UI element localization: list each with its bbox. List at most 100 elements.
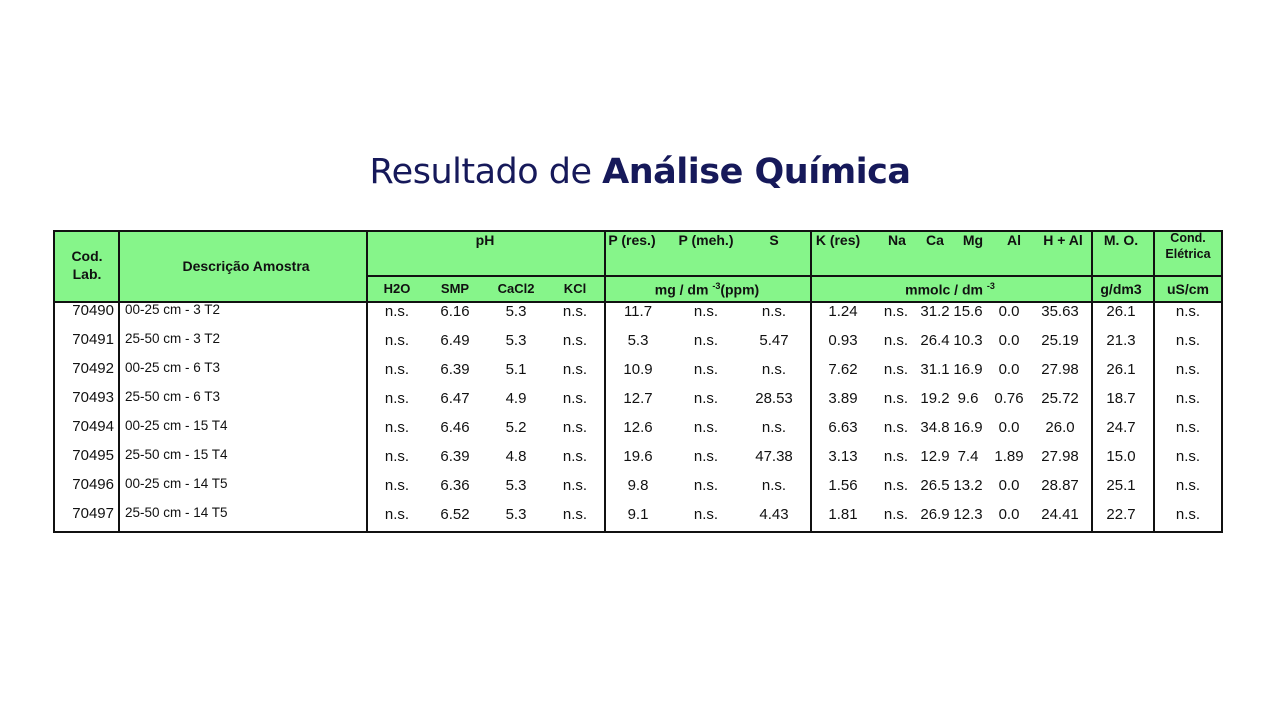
cell-value: n.s. bbox=[384, 390, 410, 407]
cell-value: n.s. bbox=[562, 419, 588, 436]
cell-descricao: 00-25 cm - 3 T2 bbox=[125, 302, 221, 317]
header-background bbox=[55, 232, 1221, 302]
header-mg: Mg bbox=[962, 232, 984, 248]
cell-value: 6.46 bbox=[440, 419, 470, 436]
cell-value: 26.4 bbox=[920, 332, 950, 349]
cell-value: 47.38 bbox=[755, 448, 793, 465]
header-lab: Lab. bbox=[72, 266, 102, 282]
cell-value: n.s. bbox=[693, 303, 719, 320]
cell-value: n.s. bbox=[883, 390, 909, 407]
cell-value: n.s. bbox=[562, 448, 588, 465]
cell-value: 5.2 bbox=[505, 419, 527, 436]
cell-value: 1.56 bbox=[828, 477, 858, 494]
cell-value: 5.3 bbox=[505, 303, 527, 320]
cell-value: 31.2 bbox=[920, 303, 950, 320]
cell-cod-lab: 70491 bbox=[72, 331, 114, 348]
cell-value: 11.7 bbox=[623, 303, 653, 320]
cell-value: 4.9 bbox=[505, 390, 527, 407]
header-ph-kcl: KCl bbox=[563, 281, 587, 296]
cell-value: n.s. bbox=[883, 361, 909, 378]
cell-value: 26.0 bbox=[1045, 419, 1075, 436]
cell-value: 35.63 bbox=[1041, 303, 1079, 320]
cell-cod-lab: 70492 bbox=[72, 360, 114, 377]
cell-value: 9.6 bbox=[957, 390, 979, 407]
cell-value: 0.0 bbox=[998, 332, 1020, 349]
cell-value: n.s. bbox=[883, 332, 909, 349]
cell-value: 26.1 bbox=[1106, 361, 1136, 378]
cell-value: 5.3 bbox=[505, 506, 527, 523]
cell-descricao: 25-50 cm - 15 T4 bbox=[125, 447, 228, 462]
cell-value: n.s. bbox=[1175, 332, 1201, 349]
cell-value: 0.93 bbox=[828, 332, 858, 349]
cell-value: n.s. bbox=[384, 303, 410, 320]
cell-value: 12.6 bbox=[623, 419, 653, 436]
cell-value: 15.6 bbox=[953, 303, 983, 320]
cell-value: 7.4 bbox=[957, 448, 979, 465]
cell-value: 6.36 bbox=[440, 477, 470, 494]
cell-value: n.s. bbox=[1175, 390, 1201, 407]
cell-value: 4.8 bbox=[505, 448, 527, 465]
cell-value: 28.53 bbox=[755, 390, 793, 407]
header-ph-smp: SMP bbox=[440, 281, 470, 296]
cell-value: 34.8 bbox=[920, 419, 950, 436]
cell-value: 0.76 bbox=[994, 390, 1024, 407]
cell-value: 3.89 bbox=[828, 390, 858, 407]
header-bottom-line bbox=[55, 301, 1221, 303]
cell-value: 5.3 bbox=[505, 332, 527, 349]
column-divider bbox=[366, 232, 368, 533]
cell-value: 18.7 bbox=[1106, 390, 1136, 407]
cell-value: 5.47 bbox=[759, 332, 789, 349]
header-al: Al bbox=[1007, 232, 1021, 248]
cell-value: 22.7 bbox=[1106, 506, 1136, 523]
cell-value: 25.72 bbox=[1041, 390, 1079, 407]
analysis-table: Cod. Lab. Descrição Amostra pH H2O SMP CaCl2 KC… bbox=[53, 230, 1223, 533]
cell-value: n.s. bbox=[562, 361, 588, 378]
cell-value: 25.1 bbox=[1106, 477, 1136, 494]
header-cod: Cod. bbox=[71, 248, 103, 264]
cell-value: n.s. bbox=[562, 332, 588, 349]
cell-value: n.s. bbox=[883, 303, 909, 320]
header-ph-cacl2: CaCl2 bbox=[497, 281, 535, 296]
header-ph-h2o: H2O bbox=[383, 281, 411, 296]
cell-value: 5.3 bbox=[627, 332, 649, 349]
cell-value: n.s. bbox=[761, 419, 787, 436]
header-unit-mmolc: mmolc / dm -3 bbox=[905, 281, 995, 298]
cell-value: 19.6 bbox=[623, 448, 653, 465]
cell-value: n.s. bbox=[693, 448, 719, 465]
title-bold: Análise Química bbox=[602, 152, 911, 192]
cell-value: 28.87 bbox=[1041, 477, 1079, 494]
cell-value: 9.8 bbox=[627, 477, 649, 494]
cell-value: 24.7 bbox=[1106, 419, 1136, 436]
cell-value: 26.9 bbox=[920, 506, 950, 523]
cell-value: 9.1 bbox=[627, 506, 649, 523]
cell-value: n.s. bbox=[1175, 506, 1201, 523]
page-title: Resultado de Análise Química bbox=[0, 152, 1280, 192]
header-descricao: Descrição Amostra bbox=[182, 258, 310, 274]
cell-value: 5.3 bbox=[505, 477, 527, 494]
cell-value: n.s. bbox=[883, 506, 909, 523]
cell-value: 0.0 bbox=[998, 419, 1020, 436]
cell-value: 1.81 bbox=[828, 506, 858, 523]
cell-value: n.s. bbox=[384, 332, 410, 349]
cell-value: 24.41 bbox=[1041, 506, 1079, 523]
header-s: S bbox=[769, 232, 779, 248]
cell-value: 16.9 bbox=[953, 419, 983, 436]
header-unit-mo: g/dm3 bbox=[1100, 281, 1142, 297]
cell-value: n.s. bbox=[693, 390, 719, 407]
cell-descricao: 00-25 cm - 14 T5 bbox=[125, 476, 228, 491]
cell-cod-lab: 70496 bbox=[72, 476, 114, 493]
cell-value: 5.1 bbox=[505, 361, 527, 378]
header-ph: pH bbox=[475, 232, 495, 248]
cell-cod-lab: 70490 bbox=[72, 302, 114, 319]
cell-value: 12.7 bbox=[623, 390, 653, 407]
cell-value: n.s. bbox=[693, 361, 719, 378]
cell-descricao: 25-50 cm - 6 T3 bbox=[125, 389, 221, 404]
header-divider bbox=[366, 275, 1221, 277]
cell-value: 1.24 bbox=[828, 303, 858, 320]
cell-value: n.s. bbox=[384, 361, 410, 378]
cell-value: 6.47 bbox=[440, 390, 470, 407]
header-h-al: H + Al bbox=[1043, 232, 1083, 248]
cell-value: 26.5 bbox=[920, 477, 950, 494]
cell-value: 16.9 bbox=[953, 361, 983, 378]
title-regular: Resultado de bbox=[369, 152, 603, 192]
